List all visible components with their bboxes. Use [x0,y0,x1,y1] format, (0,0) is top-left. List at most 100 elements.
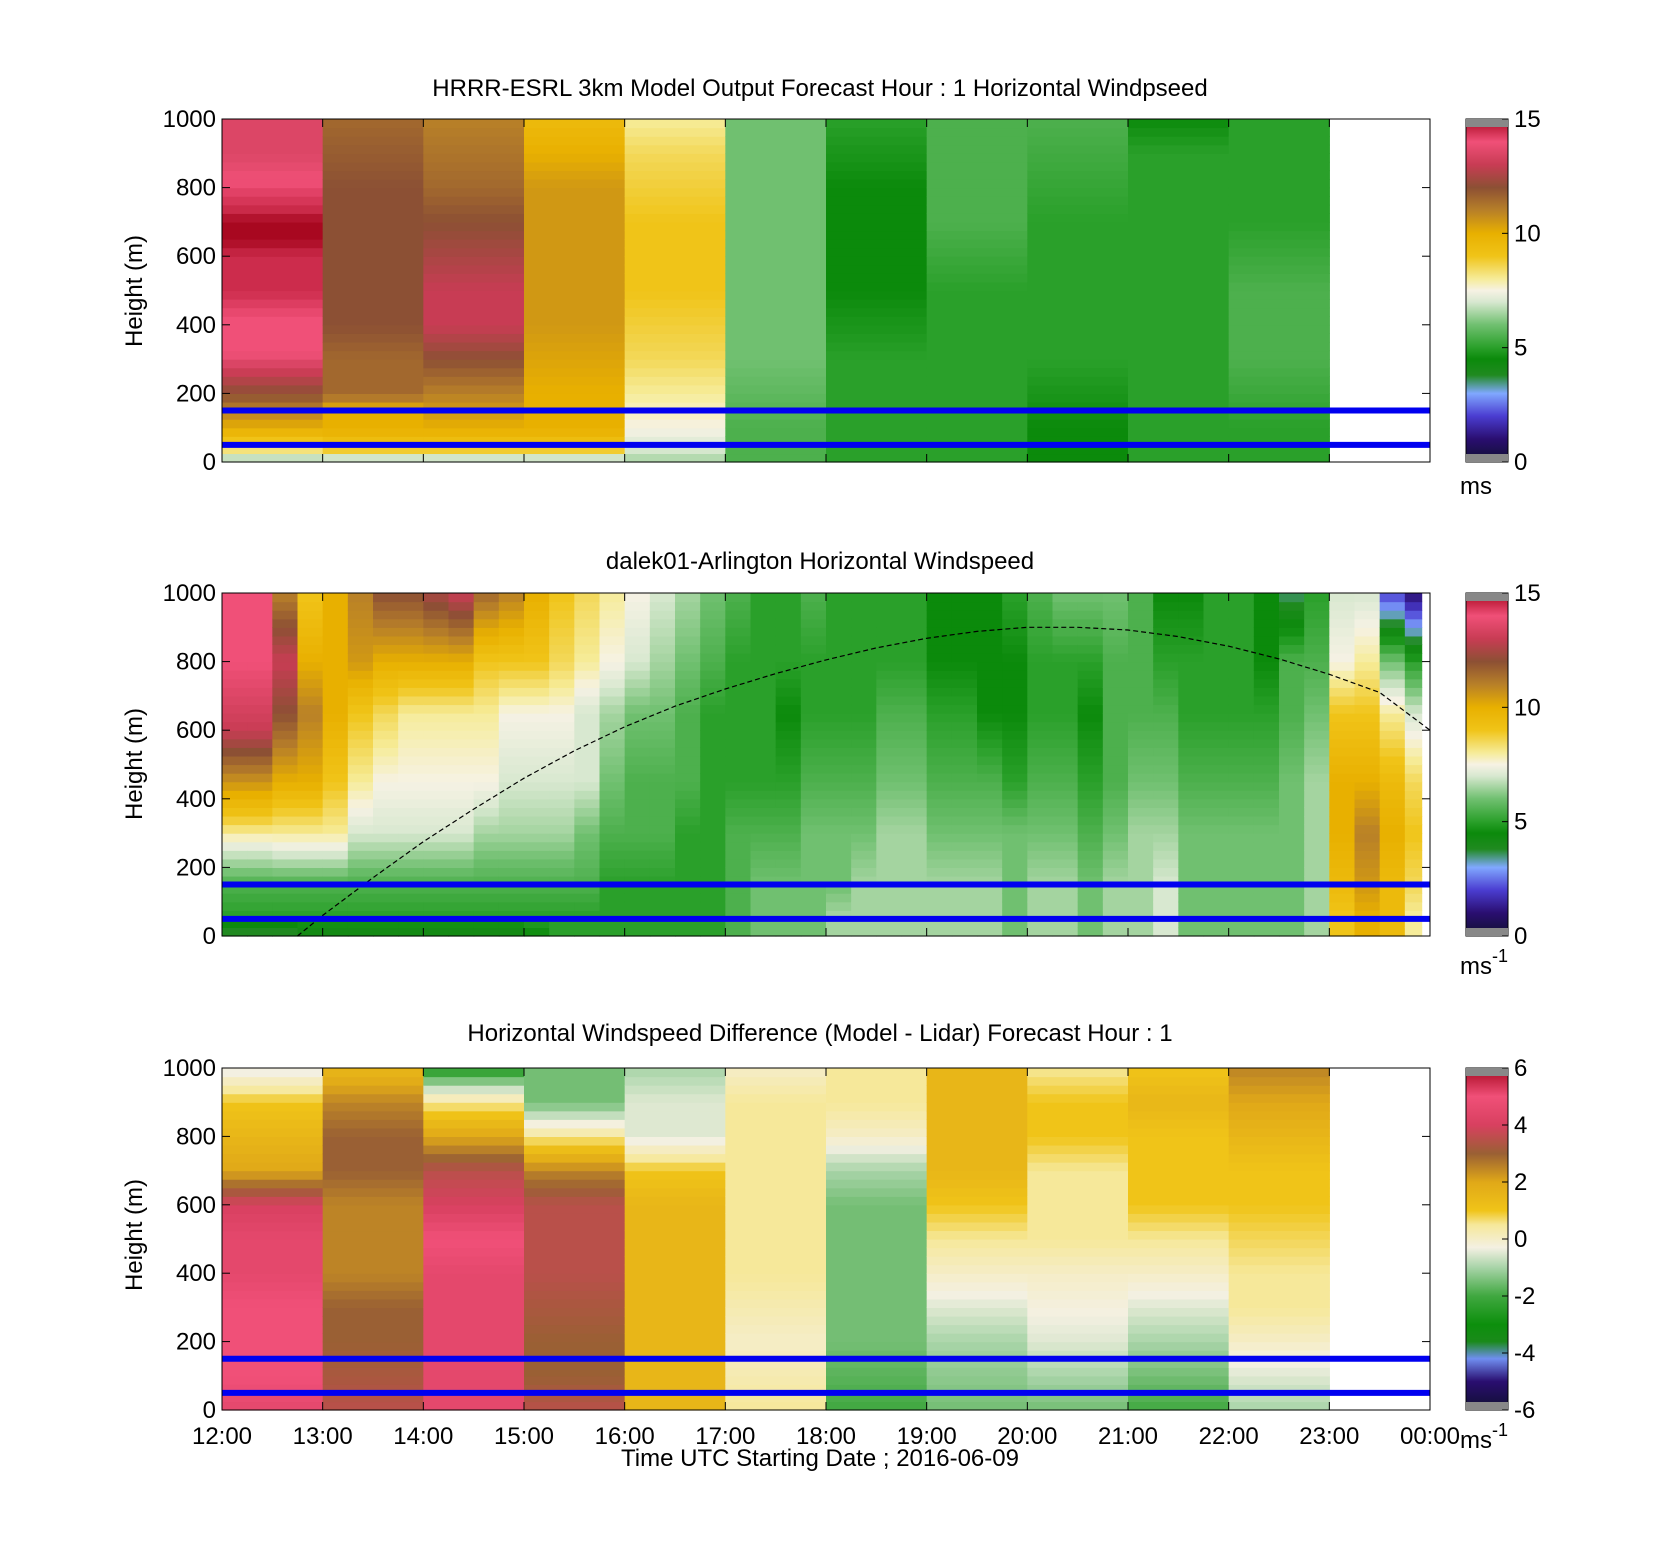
heatmap-cell [826,204,928,214]
heatmap-cell [1002,901,1028,911]
heatmap-cell [297,833,324,843]
heatmap-cell [700,824,726,834]
heatmap-cell [1178,764,1205,774]
heatmap-cell [1228,367,1330,377]
heatmap-cell [322,713,349,723]
heatmap-cell [373,773,399,783]
heatmap-cell [423,393,525,403]
heatmap-cell [1354,858,1381,868]
heatmap-cell [624,593,651,603]
heatmap-cell [926,927,953,937]
heatmap-cell [423,1256,525,1266]
heatmap-cell [977,858,1003,868]
heatmap-cell [1128,1093,1230,1103]
heatmap-cell [977,661,1003,671]
heatmap-cell [624,815,651,826]
heatmap-cell [297,713,324,723]
heatmap-cell [524,610,550,620]
heatmap-cell [524,316,626,326]
heatmap-cell [423,1127,525,1137]
heatmap-cell [700,695,726,706]
heatmap-cell [1027,1290,1129,1300]
heatmap-cell [700,635,726,646]
heatmap-cell [549,713,575,723]
heatmap-cell [1354,893,1381,903]
heatmap-cell [423,653,450,663]
heatmap-cell [1253,910,1280,920]
heatmap-cell [524,1144,626,1155]
heatmap-cell [423,764,450,774]
heatmap-cell [926,850,953,860]
heatmap-cell [624,393,726,403]
heatmap-cell [272,721,299,731]
heatmap-cell [222,170,324,180]
heatmap-cell [1052,927,1079,937]
panel-title: dalek01-Arlington Horizontal Windspeed [606,548,1034,575]
heatmap-cell [1027,341,1129,352]
heatmap-cell [423,1247,525,1257]
heatmap-cell [826,798,852,808]
heatmap-cell [222,1401,324,1411]
heatmap-cell [1379,610,1406,620]
heatmap-cell [826,1119,928,1129]
heatmap-cell [624,1127,726,1137]
heatmap-cell [1404,884,1423,894]
heatmap-cell [222,1392,324,1403]
heatmap-cell [1128,858,1154,868]
heatmap-cell [1027,1110,1129,1120]
heatmap-cell [675,893,701,903]
heatmap-cell [1404,670,1423,680]
heatmap-cell [951,910,978,920]
heatmap-cell [498,610,525,620]
heatmap-cell [524,393,626,403]
heatmap-cell [649,755,676,766]
heatmap-cell [675,884,701,894]
heatmap-cell [624,1213,726,1223]
heatmap-cell [750,738,777,748]
heatmap-cell [977,704,1003,714]
heatmap-cell [247,833,273,843]
heatmap-cell [423,1307,525,1317]
heatmap-cell [826,119,928,129]
heatmap-cell [624,1367,726,1377]
heatmap-cell [222,444,324,455]
heatmap-cell [1253,747,1280,757]
heatmap-cell [926,1392,1028,1403]
heatmap-cell [750,773,777,783]
heatmap-cell [926,1247,1028,1257]
heatmap-cell [775,841,802,851]
heatmap-cell [247,824,273,834]
heatmap-cell [725,644,752,654]
heatmap-cell [800,695,827,706]
heatmap-cell [1027,687,1054,697]
heatmap-cell [851,687,877,697]
heatmap-cell [473,764,500,774]
heatmap-cell [1253,884,1280,894]
heatmap-cell [297,721,324,731]
heatmap-cell [1102,824,1129,834]
heatmap-cell [826,1315,928,1326]
heatmap-cell [624,1350,726,1360]
heatmap-cell [247,815,273,826]
heatmap-cell [951,618,978,628]
heatmap-cell [574,867,601,877]
heatmap-cell [725,324,827,334]
heatmap-cell [1228,153,1330,163]
heatmap-cell [725,1315,827,1326]
heatmap-cell [1102,695,1129,706]
heatmap-cell [524,593,550,603]
heatmap-cell [473,918,500,929]
heatmap-cell [322,1102,424,1112]
heatmap-cell [1128,1196,1230,1206]
heatmap-cell [1128,1068,1230,1078]
heatmap-cell [524,1392,626,1403]
heatmap-cell [926,627,953,637]
heatmap-cell [1304,918,1330,929]
colorbar-unit-superscript: -1 [1492,946,1508,966]
heatmap-cell [549,721,575,731]
heatmap-cell [725,273,827,283]
heatmap-cell [322,790,349,800]
heatmap-cell [473,824,500,834]
heatmap-cell [750,661,777,671]
